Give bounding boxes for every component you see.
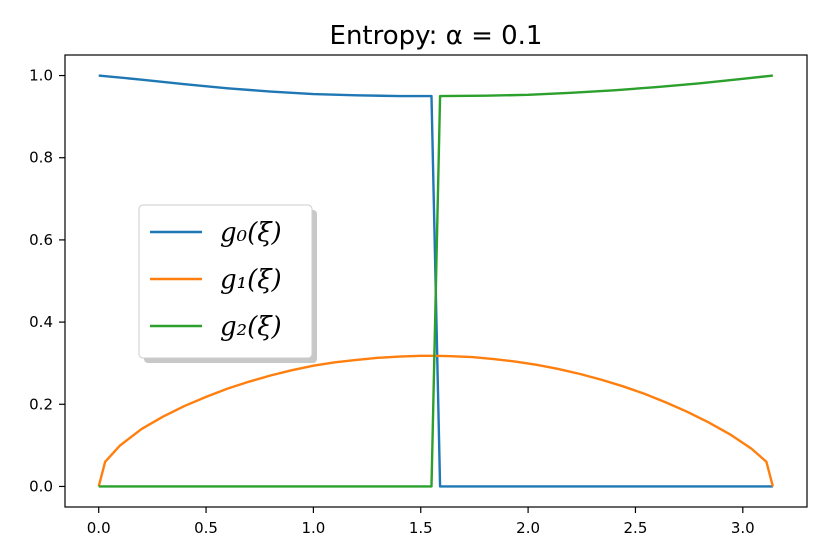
x-axis: 0.0 0.5 1.0 1.5 2.0 2.5 3.0: [87, 507, 755, 537]
y-tick-label: 0.8: [29, 149, 53, 167]
x-tick-label: 3.0: [731, 519, 755, 537]
x-tick-label: 2.0: [516, 519, 540, 537]
legend-label-0: g₀(ξ): [220, 218, 282, 248]
y-tick-label: 0.4: [29, 313, 53, 331]
chart-title: Entropy: α = 0.1: [330, 21, 543, 51]
legend: g₀(ξ) g₁(ξ) g₂(ξ): [138, 204, 317, 363]
plot-frame: [64, 54, 808, 508]
x-tick-label: 1.5: [409, 519, 433, 537]
y-tick-label: 1.0: [29, 67, 53, 85]
legend-label-2: g₂(ξ): [220, 312, 282, 342]
x-tick-label: 0.5: [194, 519, 218, 537]
y-tick-label: 0.0: [29, 477, 53, 495]
x-tick-label: 0.0: [87, 519, 111, 537]
y-tick-label: 0.2: [29, 395, 53, 413]
series-layer: [97, 74, 775, 488]
series-line-1: [97, 354, 775, 487]
y-axis: 0.0 0.2 0.4 0.6 0.8 1.0: [29, 67, 65, 495]
legend-label-1: g₁(ξ): [220, 265, 282, 295]
series-line-2: [98, 74, 773, 488]
x-tick-label: 1.0: [301, 519, 325, 537]
x-tick-label: 2.5: [624, 519, 648, 537]
legend-box: [138, 204, 313, 359]
series-line-0: [98, 74, 773, 488]
y-tick-label: 0.6: [29, 231, 53, 249]
